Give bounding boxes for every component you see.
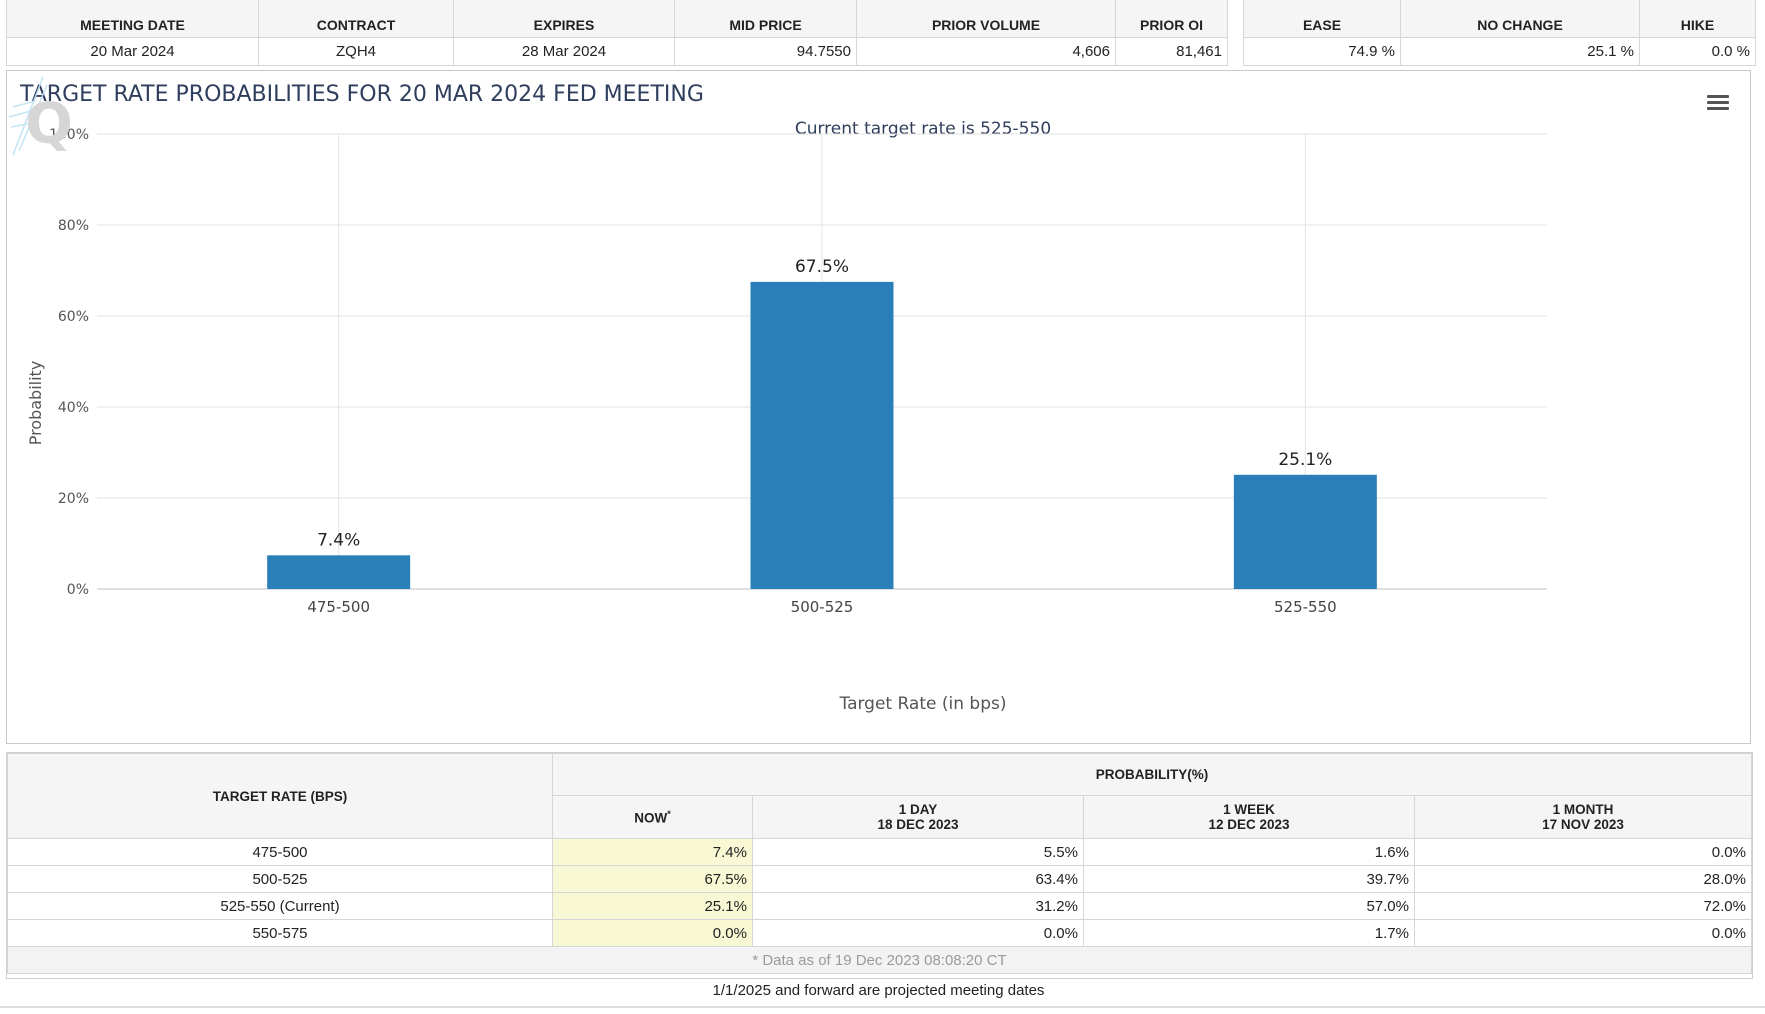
data-timestamp-note: * Data as of 19 Dec 2023 08:08:20 CT: [7, 946, 1752, 974]
q-logo-icon: Q: [8, 76, 73, 157]
chart-title: TARGET RATE PROBABILITIES FOR 20 MAR 202…: [19, 82, 704, 107]
outlook-row: 74.9 % 25.1 % 0.0 %: [1243, 37, 1756, 66]
header-target-rate: TARGET RATE (BPS): [7, 753, 553, 839]
bar-475-500: [267, 555, 411, 589]
header-no-change: NO CHANGE: [1400, 0, 1640, 38]
x-axis-title: Target Rate (in bps): [839, 694, 1007, 714]
y-tick-label: 60%: [58, 309, 89, 325]
day-cell: 5.5%: [752, 838, 1084, 866]
chart-subtitle: Current target rate is 525-550: [795, 119, 1051, 139]
rate-cell: 550-575: [7, 919, 553, 947]
prior-oi-value: 81,461: [1115, 37, 1228, 66]
data-label: 25.1%: [1278, 450, 1332, 470]
data-timestamp-row: * Data as of 19 Dec 2023 08:08:20 CT: [7, 946, 1752, 974]
mid-price-value: 94.7550: [674, 37, 857, 66]
day-cell: 63.4%: [752, 865, 1084, 893]
header-meeting-date: MEETING DATE: [6, 0, 259, 38]
probability-bar-chart: TARGET RATE PROBABILITIES FOR 20 MAR 202…: [19, 82, 1547, 714]
projected-dates-note: 1/1/2025 and forward are projected meeti…: [712, 982, 1045, 999]
header-contract: CONTRACT: [258, 0, 454, 38]
table-row: 475-500 7.4% 5.5% 1.6% 0.0%: [7, 838, 1752, 866]
x-tick-label: 475-500: [307, 598, 370, 616]
month-cell: 72.0%: [1414, 892, 1752, 920]
y-axis-title: Probability: [26, 361, 45, 446]
month-cell: 0.0%: [1414, 838, 1752, 866]
hamburger-menu-icon[interactable]: [1707, 93, 1729, 113]
y-tick-label: 0%: [67, 582, 89, 598]
outlook-table: EASE NO CHANGE HIKE 74.9 % 25.1 % 0.0 %: [1243, 0, 1756, 66]
week-cell: 1.7%: [1083, 919, 1415, 947]
header-now: NOW*: [552, 795, 753, 839]
rate-cell: 525-550 (Current): [7, 892, 553, 920]
header-mid-price: MID PRICE: [674, 0, 857, 38]
data-label: 67.5%: [795, 257, 849, 277]
week-cell: 57.0%: [1083, 892, 1415, 920]
no-change-value: 25.1 %: [1400, 37, 1640, 66]
month-cell: 28.0%: [1414, 865, 1752, 893]
bottom-divider: [0, 1006, 1765, 1008]
hike-value: 0.0 %: [1639, 37, 1756, 66]
probability-table: TARGET RATE (BPS) PROBABILITY(%) NOW* 1 …: [7, 753, 1752, 974]
bar-525-550: [1233, 474, 1377, 589]
bar-500-525: [750, 281, 894, 589]
header-prior-volume: PRIOR VOLUME: [856, 0, 1116, 38]
header-1-day: 1 DAY 18 DEC 2023: [752, 795, 1084, 839]
ease-value: 74.9 %: [1243, 37, 1401, 66]
month-cell: 0.0%: [1414, 919, 1752, 947]
now-cell: 0.0%: [552, 919, 753, 947]
x-tick-label: 525-550: [1274, 598, 1337, 616]
week-cell: 1.6%: [1083, 838, 1415, 866]
svg-text:Q: Q: [25, 92, 73, 157]
table-row: 550-575 0.0% 0.0% 1.7% 0.0%: [7, 919, 1752, 947]
bars: [267, 281, 1377, 589]
week-cell: 39.7%: [1083, 865, 1415, 893]
rate-cell: 475-500: [7, 838, 553, 866]
summary-tables: MEETING DATE CONTRACT EXPIRES MID PRICE …: [6, 0, 1756, 66]
header-1-week: 1 WEEK 12 DEC 2023: [1083, 795, 1415, 839]
rate-cell: 500-525: [7, 865, 553, 893]
header-ease: EASE: [1243, 0, 1401, 38]
meeting-date-value: 20 Mar 2024: [6, 37, 259, 66]
probability-table-panel: TARGET RATE (BPS) PROBABILITY(%) NOW* 1 …: [6, 752, 1753, 979]
data-label: 7.4%: [317, 530, 360, 550]
table-row: 525-550 (Current) 25.1% 31.2% 57.0% 72.0…: [7, 892, 1752, 920]
table-row: 500-525 67.5% 63.4% 39.7% 28.0%: [7, 865, 1752, 893]
day-cell: 0.0%: [752, 919, 1084, 947]
now-cell: 7.4%: [552, 838, 753, 866]
prior-volume-value: 4,606: [856, 37, 1116, 66]
header-expires: EXPIRES: [453, 0, 675, 38]
expires-value: 28 Mar 2024: [453, 37, 675, 66]
header-probability: PROBABILITY(%): [552, 753, 1752, 796]
now-cell: 25.1%: [552, 892, 753, 920]
chart-labels: 0% 20% 40% 60% 80% 100% 7.4% 475-500 67.5% 500-52…: [49, 127, 1337, 616]
day-cell: 31.2%: [752, 892, 1084, 920]
y-tick-label: 20%: [58, 491, 89, 507]
y-tick-label: 80%: [58, 218, 89, 234]
y-tick-label: 40%: [58, 400, 89, 416]
meeting-info-table: MEETING DATE CONTRACT EXPIRES MID PRICE …: [6, 0, 1228, 66]
header-hike: HIKE: [1639, 0, 1756, 38]
header-1-month: 1 MONTH 17 NOV 2023: [1414, 795, 1752, 839]
header-prior-oi: PRIOR OI: [1115, 0, 1228, 38]
contract-value: ZQH4: [258, 37, 454, 66]
now-cell: 67.5%: [552, 865, 753, 893]
x-tick-label: 500-525: [791, 598, 854, 616]
chart-panel: TARGET RATE PROBABILITIES FOR 20 MAR 202…: [6, 70, 1751, 744]
meeting-info-row: 20 Mar 2024 ZQH4 28 Mar 2024 94.7550 4,6…: [6, 37, 1228, 66]
y-tick-label: 100%: [49, 127, 89, 143]
